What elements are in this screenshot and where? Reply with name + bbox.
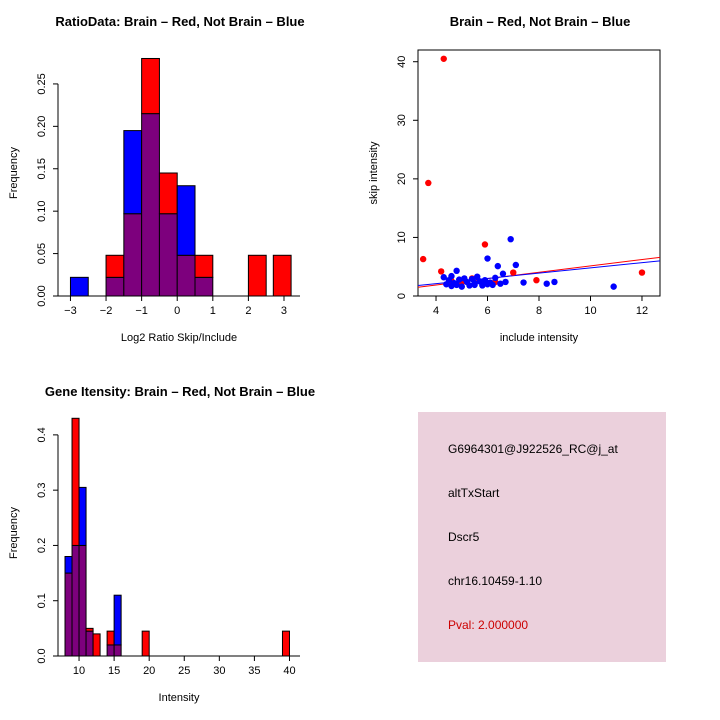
svg-text:0: 0 (174, 305, 180, 317)
svg-text:3: 3 (281, 305, 287, 317)
svg-text:12: 12 (636, 305, 648, 317)
gene-histogram-xlabel: Intensity (158, 692, 200, 704)
svg-text:0: 0 (396, 293, 408, 299)
intensity-scatter-chart: 4 6 8 10 12 0 10 20 30 40 (360, 0, 720, 360)
svg-text:35: 35 (248, 665, 260, 677)
svg-text:4: 4 (433, 305, 439, 317)
scatter-xlabel: include intensity (499, 332, 579, 344)
gene-histogram-chart: 10 15 20 25 30 35 40 0.0 0.1 0.2 0.3 0.4 (0, 360, 360, 720)
svg-text:0.15: 0.15 (36, 158, 48, 179)
panel-intensity-scatter: Brain – Red, Not Brain – Blue skip inten… (360, 0, 720, 360)
svg-text:15: 15 (108, 665, 120, 677)
svg-text:−1: −1 (135, 305, 148, 317)
svg-text:0.1: 0.1 (36, 593, 48, 608)
gene-name-text: Dscr5 (448, 530, 480, 544)
svg-text:10: 10 (396, 231, 408, 243)
svg-text:8: 8 (536, 305, 542, 317)
panel-gene-info: G6964301@J922526_RC@j_at altTxStart Dscr… (360, 360, 720, 720)
bar-canvas: −3 −2 −1 0 1 2 3 0.00 0.05 0.10 0.15 0.20 0.25 (36, 57, 300, 317)
panel-ratio-histogram: RatioData: Brain – Red, Not Brain – Blue… (0, 0, 360, 360)
svg-text:25: 25 (178, 665, 190, 677)
svg-text:0.10: 0.10 (36, 200, 48, 221)
bar-canvas: 10 15 20 25 30 35 40 0.0 0.1 0.2 0.3 0.4 (36, 417, 300, 677)
svg-text:0.2: 0.2 (36, 538, 48, 553)
svg-text:−2: −2 (100, 305, 113, 317)
svg-text:30: 30 (213, 665, 225, 677)
svg-text:2: 2 (245, 305, 251, 317)
scatter-canvas: 4 6 8 10 12 0 10 20 30 40 (396, 49, 661, 317)
svg-text:10: 10 (73, 665, 85, 677)
panel-gene-histogram: Gene Itensity: Brain – Red, Not Brain – … (0, 360, 360, 720)
svg-text:1: 1 (210, 305, 216, 317)
svg-text:20: 20 (143, 665, 155, 677)
svg-text:10: 10 (584, 305, 596, 317)
svg-text:30: 30 (396, 114, 408, 126)
svg-text:40: 40 (396, 56, 408, 68)
gene-histogram-title: Gene Itensity: Brain – Red, Not Brain – … (44, 384, 316, 399)
svg-text:0.00: 0.00 (36, 285, 48, 306)
ratio-histogram-xlabel: Log2 Ratio Skip/Include (120, 332, 238, 344)
gene-info-box: G6964301@J922526_RC@j_at altTxStart Dscr… (418, 412, 666, 662)
svg-text:0.4: 0.4 (36, 427, 48, 442)
svg-text:−3: −3 (64, 305, 77, 317)
location-text: chr16.10459-1.10 (448, 574, 543, 588)
ratio-histogram-title: RatioData: Brain – Red, Not Brain – Blue (55, 14, 305, 29)
svg-text:0.0: 0.0 (36, 648, 48, 663)
svg-text:0.05: 0.05 (36, 243, 48, 264)
scatter-title: Brain – Red, Not Brain – Blue (449, 14, 631, 29)
event-type-text: altTxStart (448, 486, 500, 500)
svg-text:20: 20 (396, 173, 408, 185)
svg-text:40: 40 (283, 665, 295, 677)
svg-text:0.20: 0.20 (36, 116, 48, 137)
svg-text:0.25: 0.25 (36, 73, 48, 94)
svg-text:6: 6 (484, 305, 490, 317)
ratio-histogram-chart: −3 −2 −1 0 1 2 3 0.00 0.05 0.10 0.15 0.20 0.25 (0, 0, 360, 360)
pval-text: Pval: 2.000000 (448, 618, 529, 632)
svg-text:0.3: 0.3 (36, 483, 48, 498)
probe-id-text: G6964301@J922526_RC@j_at (448, 442, 618, 456)
